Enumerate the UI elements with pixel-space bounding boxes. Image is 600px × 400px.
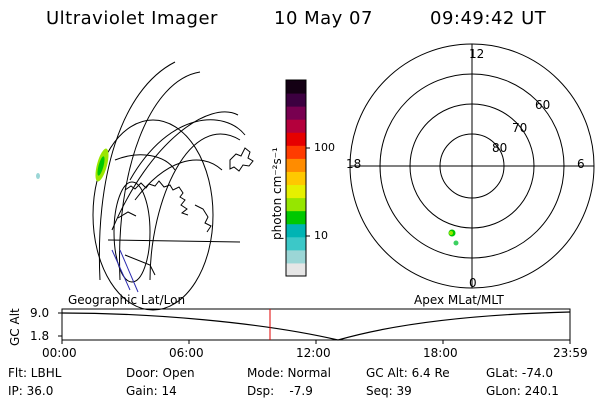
glon-status: GLon: 240.1 bbox=[486, 384, 559, 398]
colorbar-frame bbox=[285, 79, 307, 277]
colorbar-segment bbox=[286, 132, 306, 146]
mode-status: Mode: Normal bbox=[247, 366, 331, 380]
time-tick-0600: 06:00 bbox=[169, 346, 204, 360]
time-label: 09:49:42 UT bbox=[430, 8, 547, 29]
colorbar-segment bbox=[286, 236, 306, 251]
instrument-title: Ultraviolet Imager bbox=[46, 8, 218, 29]
altitude-axis-label: GC Alt bbox=[8, 308, 22, 346]
gain-status: Gain: 14 bbox=[126, 384, 177, 398]
seq-status: Seq: 39 bbox=[366, 384, 412, 398]
geographic-map bbox=[92, 61, 254, 311]
colorbar-segment bbox=[286, 184, 306, 199]
colorbar-segment bbox=[286, 171, 306, 186]
map-latitude-line bbox=[129, 119, 246, 181]
map-boundary-circle bbox=[92, 119, 214, 311]
altitude-plot bbox=[58, 308, 571, 344]
map-meridian-line bbox=[98, 61, 176, 281]
dsp-status: Dsp: -7.9 bbox=[247, 384, 313, 398]
door-status: Door: Open bbox=[126, 366, 195, 380]
lat-label-60: 60 bbox=[535, 98, 551, 112]
time-tick-0000: 00:00 bbox=[42, 346, 77, 360]
colorbar-segment bbox=[286, 249, 306, 264]
colorbar-segment bbox=[286, 158, 306, 172]
gc-alt-status: GC Alt: 6.4 Re bbox=[366, 366, 450, 380]
filter-status: Flt: LBHL bbox=[8, 366, 62, 380]
mlt-label-6: 6 bbox=[577, 157, 585, 171]
coastline bbox=[124, 180, 189, 216]
aurora-patch-polar bbox=[448, 229, 459, 246]
altitude-ytick-1-8: 1.8 bbox=[30, 329, 50, 343]
polar-plot bbox=[349, 43, 595, 289]
colorbar-tick-100: 100 bbox=[314, 141, 335, 154]
ip-status: IP: 36.0 bbox=[8, 384, 54, 398]
colorbar-segment bbox=[286, 93, 306, 107]
coastline-island bbox=[229, 147, 254, 172]
colorbar-segment bbox=[286, 119, 306, 133]
time-tick-2359: 23:59 bbox=[553, 346, 588, 360]
colorbar-unit-label: photon cm⁻²s⁻¹ bbox=[270, 147, 284, 240]
time-tick-1800: 18:00 bbox=[423, 346, 458, 360]
apex-label: Apex MLat/MLT bbox=[414, 293, 504, 307]
colorbar-segment bbox=[286, 262, 306, 277]
time-tick-1200: 12:00 bbox=[296, 346, 331, 360]
geographic-label: Geographic Lat/Lon bbox=[68, 293, 186, 307]
colorbar-segment bbox=[286, 223, 306, 238]
lat-label-80: 80 bbox=[492, 141, 508, 155]
colorbar-tick-10: 10 bbox=[314, 229, 328, 242]
colorbar-segment bbox=[286, 210, 306, 225]
colorbar-segment bbox=[286, 80, 306, 94]
altitude-curve bbox=[61, 311, 571, 341]
mlt-label-18: 18 bbox=[346, 157, 362, 171]
mlt-label-12: 12 bbox=[469, 47, 485, 61]
aurora-patch-map bbox=[36, 148, 109, 182]
lat-label-70: 70 bbox=[512, 121, 528, 135]
glat-status: GLat: -74.0 bbox=[486, 366, 553, 380]
mlt-label-0: 0 bbox=[469, 276, 477, 290]
date-label: 10 May 07 bbox=[274, 8, 373, 29]
colorbar-segment bbox=[286, 197, 306, 212]
colorbar-segment bbox=[286, 145, 306, 159]
colorbar-segment bbox=[286, 106, 306, 120]
colorbar bbox=[285, 79, 310, 277]
altitude-ytick-9: 9.0 bbox=[30, 306, 50, 320]
